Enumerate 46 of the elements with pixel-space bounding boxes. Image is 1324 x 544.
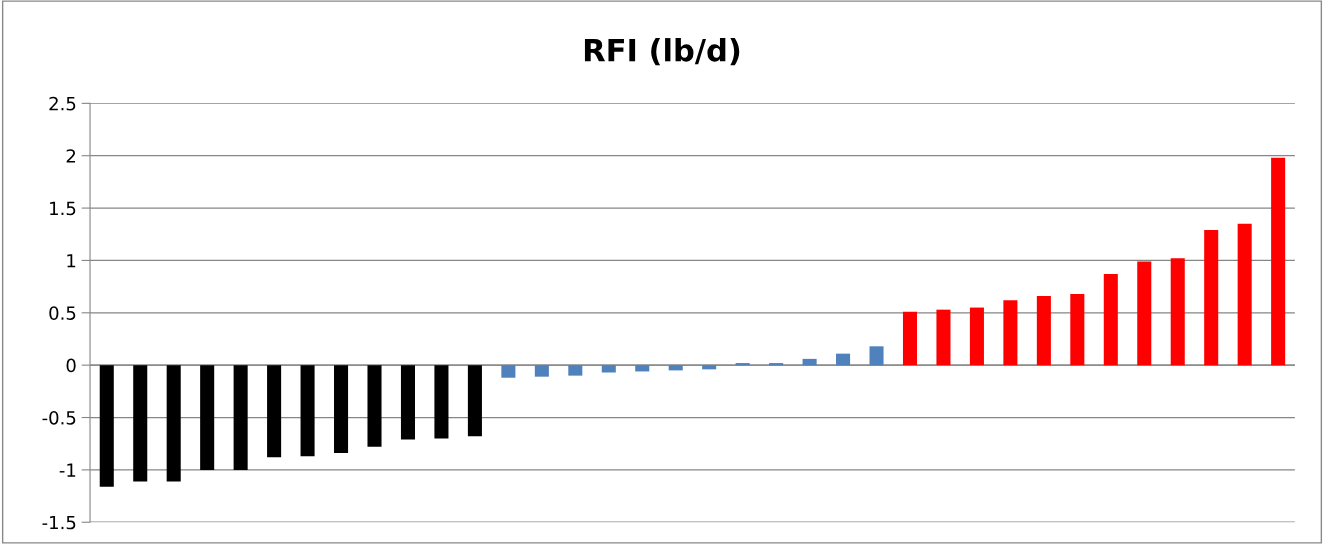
bar xyxy=(267,365,282,458)
bar xyxy=(300,365,315,457)
y-tick-label: -0.5 xyxy=(42,410,76,425)
bar xyxy=(568,365,583,376)
bar xyxy=(668,365,683,371)
y-tick-label: 2.5 xyxy=(49,96,76,111)
y-tick-label: 1.5 xyxy=(50,201,76,216)
bar xyxy=(1271,157,1286,366)
chart-title: RFI (lb/d) xyxy=(584,38,740,66)
bar xyxy=(836,353,851,366)
y-tick-label: 2 xyxy=(66,149,76,163)
y-tick-label: -1.5 xyxy=(42,515,76,530)
bar xyxy=(467,365,482,437)
bar xyxy=(133,365,148,482)
y-tick-label: 1 xyxy=(67,254,76,268)
bar xyxy=(769,363,784,366)
bar xyxy=(534,365,549,377)
bar xyxy=(166,365,181,482)
y-tick-label: 0.5 xyxy=(49,306,76,320)
y-tick-label: -1 xyxy=(59,463,76,477)
bar xyxy=(400,365,415,440)
bar xyxy=(1137,261,1152,366)
bar xyxy=(334,365,349,454)
bar xyxy=(1103,274,1118,366)
bar xyxy=(233,365,248,470)
bar xyxy=(434,365,449,439)
bar xyxy=(1036,296,1051,366)
bar xyxy=(1204,230,1219,366)
bar xyxy=(635,365,650,372)
bar xyxy=(1170,258,1185,366)
bar xyxy=(1237,223,1252,366)
bar xyxy=(1070,293,1085,366)
bar xyxy=(200,365,215,470)
bar xyxy=(601,365,616,373)
bar xyxy=(802,358,817,366)
bar xyxy=(501,365,516,378)
bar xyxy=(902,311,918,366)
bar xyxy=(367,365,382,447)
bar xyxy=(969,307,984,366)
bar xyxy=(99,365,114,487)
bar xyxy=(1003,300,1018,366)
bar xyxy=(869,346,884,366)
y-tick-label: 0 xyxy=(66,358,76,373)
bar xyxy=(936,309,951,366)
bar xyxy=(735,363,750,366)
bar xyxy=(702,365,717,370)
